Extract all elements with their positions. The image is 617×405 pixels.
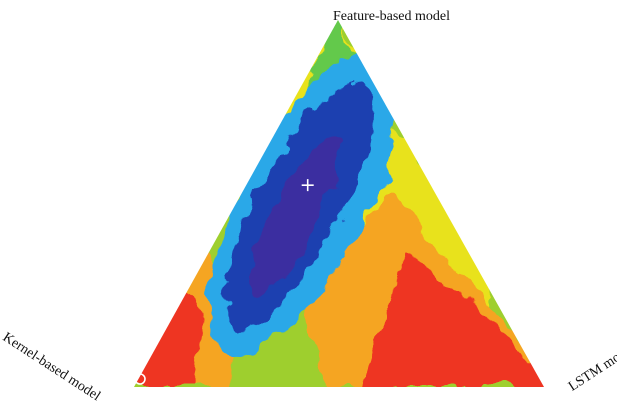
field-purple	[249, 134, 343, 296]
markers-layer	[134, 179, 314, 385]
vertex-label-feature-based: Feature-based model	[333, 9, 451, 24]
field-red-right	[360, 250, 544, 387]
heatmap-field	[134, 20, 544, 387]
marker-circle	[134, 373, 146, 385]
ternary-heatmap	[134, 20, 544, 387]
marker-plus	[301, 179, 314, 192]
